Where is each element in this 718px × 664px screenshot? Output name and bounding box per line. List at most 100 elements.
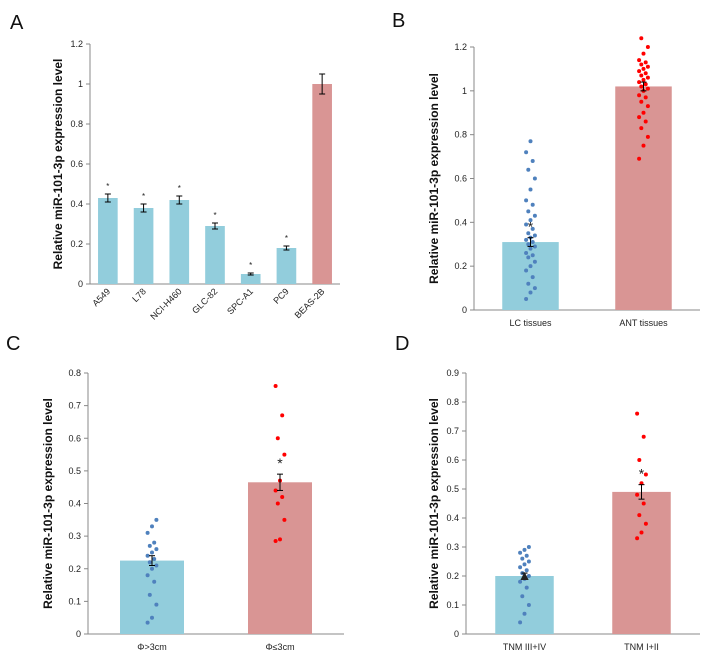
significance-mark: * [528, 219, 534, 235]
data-point [518, 565, 523, 570]
y-tick-label: 0.5 [446, 484, 459, 494]
y-tick-label: 0 [454, 629, 459, 639]
data-point [518, 579, 523, 584]
panel-D: D 0 0.1 0.2 0.3 0.4 0.5 0.6 0.7 0.8 0.9 Relative mi… [395, 333, 700, 652]
data-point [280, 413, 285, 418]
bar-glc-82 [205, 226, 225, 284]
panel-letter: A [10, 12, 24, 34]
data-point [639, 73, 644, 78]
data-point [641, 66, 646, 71]
y-axis-label: Relative miR-101-3p expression level [41, 398, 55, 609]
data-point [145, 530, 150, 535]
data-point [528, 139, 533, 144]
data-point [643, 71, 648, 76]
data-point [154, 547, 159, 552]
data-point [641, 143, 646, 148]
data-point [639, 84, 644, 89]
bar-tnm-iii-iv [495, 576, 554, 634]
y-tick-label: 0.8 [70, 119, 83, 129]
y-tick-label: 0.9 [446, 368, 459, 378]
data-point [643, 521, 648, 526]
significance-mark: * [142, 192, 145, 201]
data-point [282, 452, 287, 457]
data-point [526, 255, 531, 260]
bar-ant-tissues [615, 86, 672, 310]
data-point [639, 62, 644, 67]
data-point [522, 547, 527, 552]
y-tick-label: 0 [76, 629, 81, 639]
y-tick-label: 0.1 [68, 596, 81, 606]
data-point [524, 568, 529, 573]
data-point [637, 156, 642, 161]
data-point [518, 620, 523, 625]
x-category-label: TNM I+II [624, 642, 659, 652]
significance-mark: * [277, 455, 283, 471]
data-point [150, 566, 154, 571]
significance-mark: * [639, 466, 645, 482]
data-point [637, 80, 642, 85]
x-category-label: GLC-82 [190, 286, 219, 315]
data-point [526, 209, 531, 214]
data-point [152, 556, 157, 561]
bar-lc-tissues [502, 242, 559, 310]
data-point [528, 290, 533, 295]
data-point [530, 253, 535, 258]
data-point [154, 602, 159, 607]
significance-mark: * [178, 184, 181, 193]
data-point [641, 434, 646, 439]
data-point [528, 246, 533, 251]
data-point [635, 411, 640, 416]
data-point [524, 297, 529, 302]
data-point [520, 594, 525, 599]
data-point [639, 36, 644, 41]
data-point [150, 550, 154, 555]
y-tick-label: 0.1 [446, 600, 459, 610]
data-point [526, 167, 531, 172]
data-point [522, 562, 527, 567]
data-point [147, 543, 152, 548]
y-tick-label: 0 [78, 279, 83, 289]
y-tick-label: 0 [462, 305, 467, 315]
y-tick-label: 0.3 [446, 542, 459, 552]
data-point [275, 501, 280, 506]
data-point [637, 115, 642, 120]
data-point [522, 611, 527, 616]
data-point [639, 530, 644, 535]
bar--3cm [120, 560, 184, 634]
x-category-label: Φ>3cm [137, 642, 166, 652]
data-point [635, 492, 640, 497]
y-axis-label: Relative miR-101-3p expression level [427, 73, 441, 284]
y-tick-label: 0.6 [70, 159, 83, 169]
bar-nci-h460 [169, 200, 190, 284]
panel-A: A 0 0.2 0.4 0.6 0.8 1 1.2 Relative miR-101-3p ex… [10, 12, 340, 322]
y-tick-label: 0.2 [454, 261, 467, 271]
data-point [532, 259, 537, 264]
data-point [532, 176, 537, 181]
data-point [532, 213, 537, 218]
panel-B: B 0 0.2 0.4 0.6 0.8 1 1.2 Relative miR-101-3p ex… [392, 10, 700, 328]
data-point [530, 226, 535, 231]
data-point [641, 110, 646, 115]
data-point [645, 64, 650, 69]
data-point [282, 517, 287, 522]
data-point [526, 603, 531, 607]
data-point [639, 99, 644, 104]
data-point [518, 550, 523, 555]
data-point [275, 436, 280, 441]
data-point [280, 494, 285, 499]
data-point [273, 539, 278, 544]
data-point [150, 615, 154, 620]
data-point [645, 86, 650, 91]
data-point [643, 95, 648, 100]
y-tick-label: 0.2 [68, 564, 81, 574]
data-point [526, 545, 531, 549]
data-point [526, 242, 531, 247]
y-tick-label: 0.2 [446, 571, 459, 581]
data-point [637, 58, 642, 63]
data-point [532, 244, 537, 249]
data-point [532, 286, 537, 291]
significance-mark: * [213, 211, 216, 220]
data-point [530, 275, 535, 280]
x-category-label: A549 [90, 286, 112, 308]
data-point [641, 501, 646, 506]
